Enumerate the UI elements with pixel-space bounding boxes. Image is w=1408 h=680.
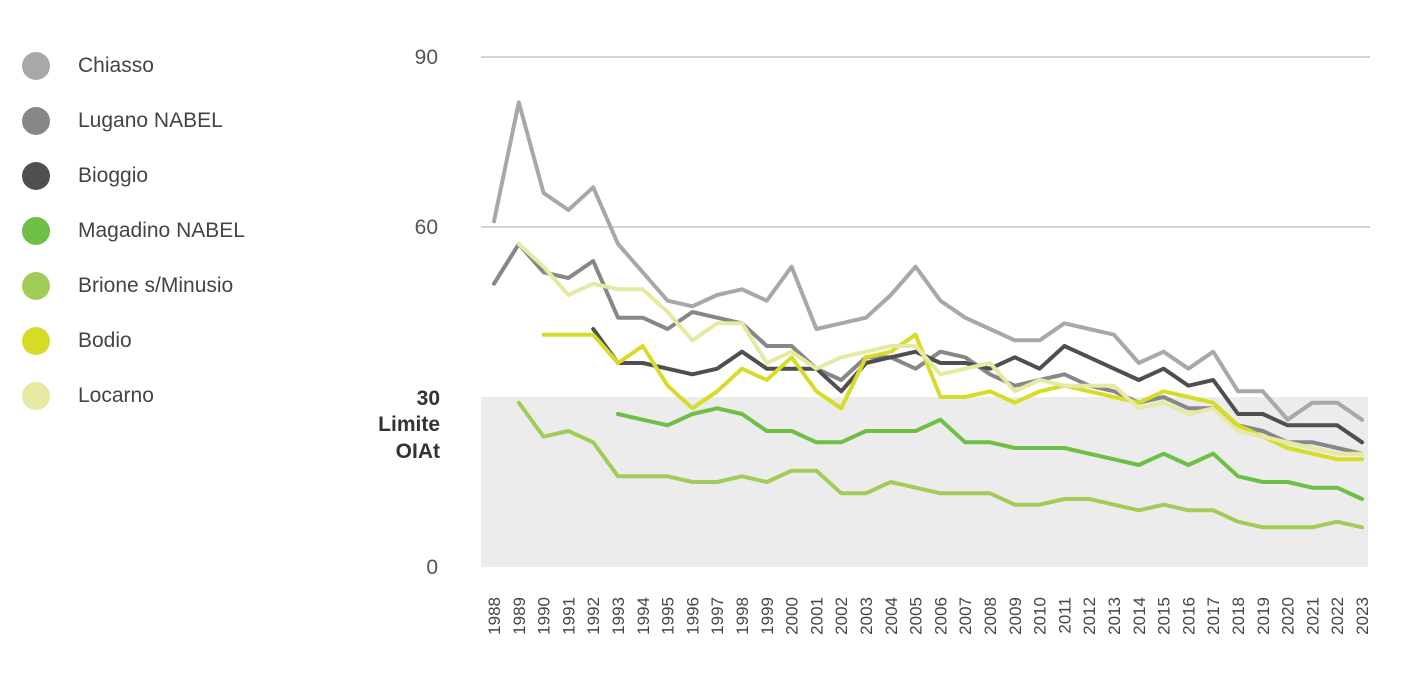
series-line-bodio xyxy=(541,332,1364,462)
x-axis: 1988 1989 1990 1991 1992 1993 1994 1995 1996 1997… xyxy=(485,597,1372,635)
legend-item-bioggio: Bioggio xyxy=(20,150,320,205)
legend-label: Chiasso xyxy=(78,54,154,77)
x-tick-label: 2006 xyxy=(931,597,950,635)
x-tick-label: 1991 xyxy=(559,597,578,635)
x-tick-label: 1989 xyxy=(510,597,529,635)
x-tick-label: 2003 xyxy=(857,597,876,635)
x-tick-label: 2007 xyxy=(956,597,975,635)
x-tick-label: 1999 xyxy=(758,597,777,635)
legend-swatch xyxy=(22,107,50,135)
legend: Chiasso Lugano NABEL Bioggio Magadino NABEL… xyxy=(20,40,320,425)
x-tick-label: 2002 xyxy=(832,597,851,635)
x-tick-label: 2012 xyxy=(1080,597,1099,635)
x-tick-label: 2001 xyxy=(807,597,826,635)
x-tick-label: 2005 xyxy=(907,597,926,635)
legend-label: Brione s/Minusio xyxy=(78,274,234,297)
legend-swatch xyxy=(22,162,50,190)
reference-band-label: Limite xyxy=(378,413,440,436)
legend-item-chiasso: Chiasso xyxy=(20,40,320,95)
series-line-chiasso xyxy=(492,100,1364,422)
x-tick-label: 2018 xyxy=(1229,597,1248,635)
y-axis: 0 60 90 30 Limite OIAt xyxy=(378,46,440,579)
series-lines xyxy=(492,100,1364,530)
x-tick-label: 2009 xyxy=(1006,597,1025,635)
x-tick-label: 1995 xyxy=(659,597,678,635)
x-tick-label: 2004 xyxy=(882,597,901,635)
legend-swatch xyxy=(22,382,50,410)
legend-label: Locarno xyxy=(78,384,154,407)
gridlines xyxy=(481,56,1370,228)
x-tick-label: 2022 xyxy=(1328,597,1347,635)
x-tick-label: 2013 xyxy=(1105,597,1124,635)
legend-label: Bodio xyxy=(78,329,132,352)
x-tick-label: 2010 xyxy=(1031,597,1050,635)
legend-swatch xyxy=(22,217,50,245)
legend-item-bodio: Bodio xyxy=(20,315,320,370)
x-tick-label: 1994 xyxy=(634,597,653,635)
x-tick-label: 1997 xyxy=(708,597,727,635)
legend-swatch xyxy=(22,272,50,300)
legend-item-brione-s-minusio: Brione s/Minusio xyxy=(20,260,320,315)
x-tick-label: 2015 xyxy=(1155,597,1174,635)
reference-band-label: OIAt xyxy=(396,440,440,463)
legend-label: Magadino NABEL xyxy=(78,219,245,242)
x-tick-label: 2021 xyxy=(1303,597,1322,635)
y-tick-label: 0 xyxy=(426,556,438,579)
x-tick-label: 1996 xyxy=(683,597,702,635)
x-tick-label: 2020 xyxy=(1279,597,1298,635)
x-tick-label: 1993 xyxy=(609,597,628,635)
x-tick-label: 2023 xyxy=(1353,597,1372,635)
legend-label: Lugano NABEL xyxy=(78,109,223,132)
series-line-locarno xyxy=(516,242,1364,456)
x-tick-label: 2008 xyxy=(981,597,1000,635)
series-line-magadino-nabel xyxy=(616,406,1364,501)
x-tick-label: 1988 xyxy=(485,597,504,635)
legend-swatch xyxy=(22,327,50,355)
x-tick-label: 1992 xyxy=(584,597,603,635)
x-tick-label: 2014 xyxy=(1130,597,1149,635)
y-tick-label: 60 xyxy=(415,216,438,239)
x-tick-label: 1998 xyxy=(733,597,752,635)
x-tick-label: 2016 xyxy=(1179,597,1198,635)
y-tick-label: 90 xyxy=(415,46,438,69)
x-tick-label: 2000 xyxy=(783,597,802,635)
legend-item-locarno: Locarno xyxy=(20,370,320,425)
legend-swatch xyxy=(22,52,50,80)
reference-value-label: 30 xyxy=(417,387,440,410)
legend-label: Bioggio xyxy=(78,164,149,187)
legend-item-lugano-nabel: Lugano NABEL xyxy=(20,95,320,150)
x-tick-label: 2011 xyxy=(1055,597,1074,634)
series-line-brione-s-minusio xyxy=(516,400,1364,530)
x-tick-label: 2017 xyxy=(1204,597,1223,635)
legend-item-magadino-nabel: Magadino NABEL xyxy=(20,205,320,260)
x-tick-label: 2019 xyxy=(1254,597,1273,635)
x-tick-label: 1990 xyxy=(535,597,554,635)
